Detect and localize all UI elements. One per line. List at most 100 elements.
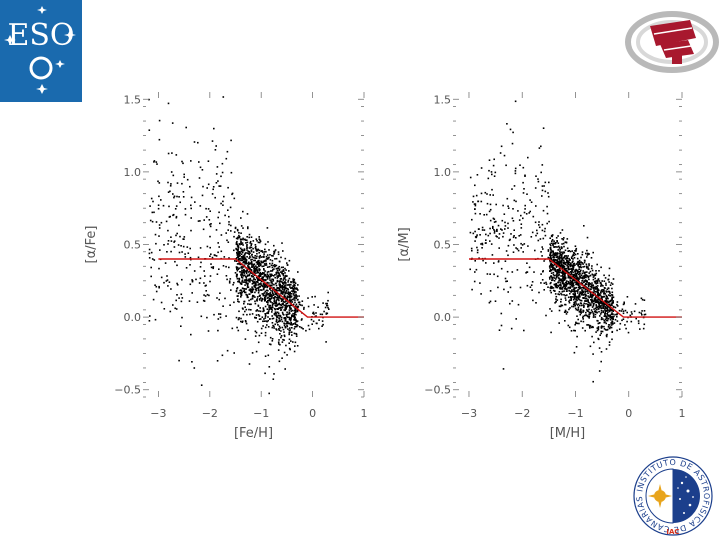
data-point bbox=[239, 282, 242, 284]
data-point bbox=[587, 324, 590, 326]
data-point bbox=[261, 251, 264, 253]
data-point bbox=[474, 208, 476, 210]
data-point bbox=[290, 322, 292, 324]
data-point bbox=[495, 235, 497, 237]
data-point bbox=[242, 287, 245, 290]
data-point bbox=[267, 241, 269, 243]
data-point bbox=[557, 271, 560, 274]
data-point bbox=[474, 271, 476, 273]
data-point bbox=[579, 292, 582, 295]
data-point bbox=[493, 232, 496, 234]
data-point bbox=[166, 275, 168, 277]
data-point bbox=[256, 266, 259, 268]
data-point bbox=[271, 278, 273, 281]
data-point bbox=[592, 305, 595, 307]
data-point bbox=[280, 335, 283, 337]
data-point bbox=[529, 286, 532, 288]
data-point bbox=[614, 313, 616, 316]
data-point bbox=[233, 249, 235, 252]
data-point bbox=[199, 277, 202, 280]
data-point bbox=[283, 286, 286, 288]
data-point bbox=[266, 312, 269, 314]
data-point bbox=[558, 255, 561, 258]
data-point bbox=[327, 306, 329, 309]
data-point bbox=[246, 244, 248, 246]
data-point bbox=[558, 322, 560, 324]
data-point bbox=[599, 305, 601, 307]
data-point bbox=[503, 288, 505, 291]
data-point bbox=[282, 266, 284, 269]
data-point bbox=[286, 287, 289, 290]
data-point bbox=[500, 312, 503, 315]
data-point bbox=[238, 277, 240, 280]
data-point bbox=[217, 242, 219, 244]
data-point bbox=[270, 289, 272, 292]
data-point bbox=[253, 263, 256, 265]
data-point bbox=[302, 328, 304, 330]
data-point bbox=[585, 276, 587, 279]
data-point bbox=[244, 338, 247, 340]
data-point bbox=[541, 195, 543, 197]
data-point bbox=[235, 242, 238, 244]
data-point bbox=[265, 258, 268, 260]
data-point bbox=[483, 229, 486, 231]
data-point bbox=[587, 310, 589, 312]
data-point bbox=[515, 247, 517, 249]
data-point bbox=[579, 304, 581, 307]
data-point bbox=[596, 287, 598, 290]
data-point bbox=[266, 227, 269, 229]
data-point bbox=[322, 323, 324, 326]
data-point bbox=[639, 328, 641, 330]
data-point bbox=[591, 286, 593, 289]
data-point bbox=[543, 282, 546, 284]
data-point bbox=[263, 284, 265, 286]
data-point bbox=[149, 315, 151, 317]
data-point bbox=[252, 294, 254, 297]
data-point bbox=[248, 273, 251, 275]
x-tick-label: 0 bbox=[309, 407, 316, 420]
data-point bbox=[570, 277, 573, 280]
data-point bbox=[626, 320, 628, 323]
data-point bbox=[252, 247, 254, 250]
data-point bbox=[294, 307, 296, 310]
data-point bbox=[474, 212, 477, 215]
data-point bbox=[283, 351, 286, 354]
data-point bbox=[243, 268, 245, 271]
data-point bbox=[219, 222, 221, 225]
data-point bbox=[469, 176, 472, 179]
data-point bbox=[476, 251, 479, 254]
data-point bbox=[588, 326, 591, 328]
x-axis-label: [M/H] bbox=[550, 426, 586, 441]
data-point bbox=[493, 273, 495, 276]
data-point bbox=[290, 299, 292, 302]
data-point bbox=[572, 283, 574, 286]
data-point bbox=[256, 260, 259, 262]
data-point bbox=[543, 230, 546, 233]
data-point bbox=[561, 293, 563, 296]
data-point bbox=[559, 281, 561, 284]
data-point bbox=[209, 210, 211, 212]
data-point bbox=[289, 296, 292, 298]
data-point bbox=[293, 294, 295, 296]
data-point bbox=[572, 298, 575, 301]
data-point bbox=[583, 275, 585, 277]
data-point bbox=[295, 305, 297, 307]
data-point bbox=[175, 308, 178, 310]
data-point bbox=[559, 261, 562, 264]
data-point bbox=[252, 273, 254, 275]
data-point bbox=[254, 269, 257, 271]
data-point bbox=[566, 247, 569, 250]
data-point bbox=[472, 232, 475, 235]
data-point bbox=[241, 277, 244, 279]
data-point bbox=[560, 246, 563, 248]
data-point bbox=[173, 195, 176, 198]
data-point bbox=[544, 190, 547, 193]
data-point bbox=[238, 280, 240, 282]
data-point bbox=[241, 273, 243, 275]
data-point bbox=[283, 277, 285, 279]
data-point bbox=[281, 285, 284, 287]
data-point bbox=[536, 229, 538, 232]
data-point bbox=[572, 276, 575, 278]
data-point bbox=[605, 335, 608, 338]
data-point bbox=[327, 291, 329, 294]
